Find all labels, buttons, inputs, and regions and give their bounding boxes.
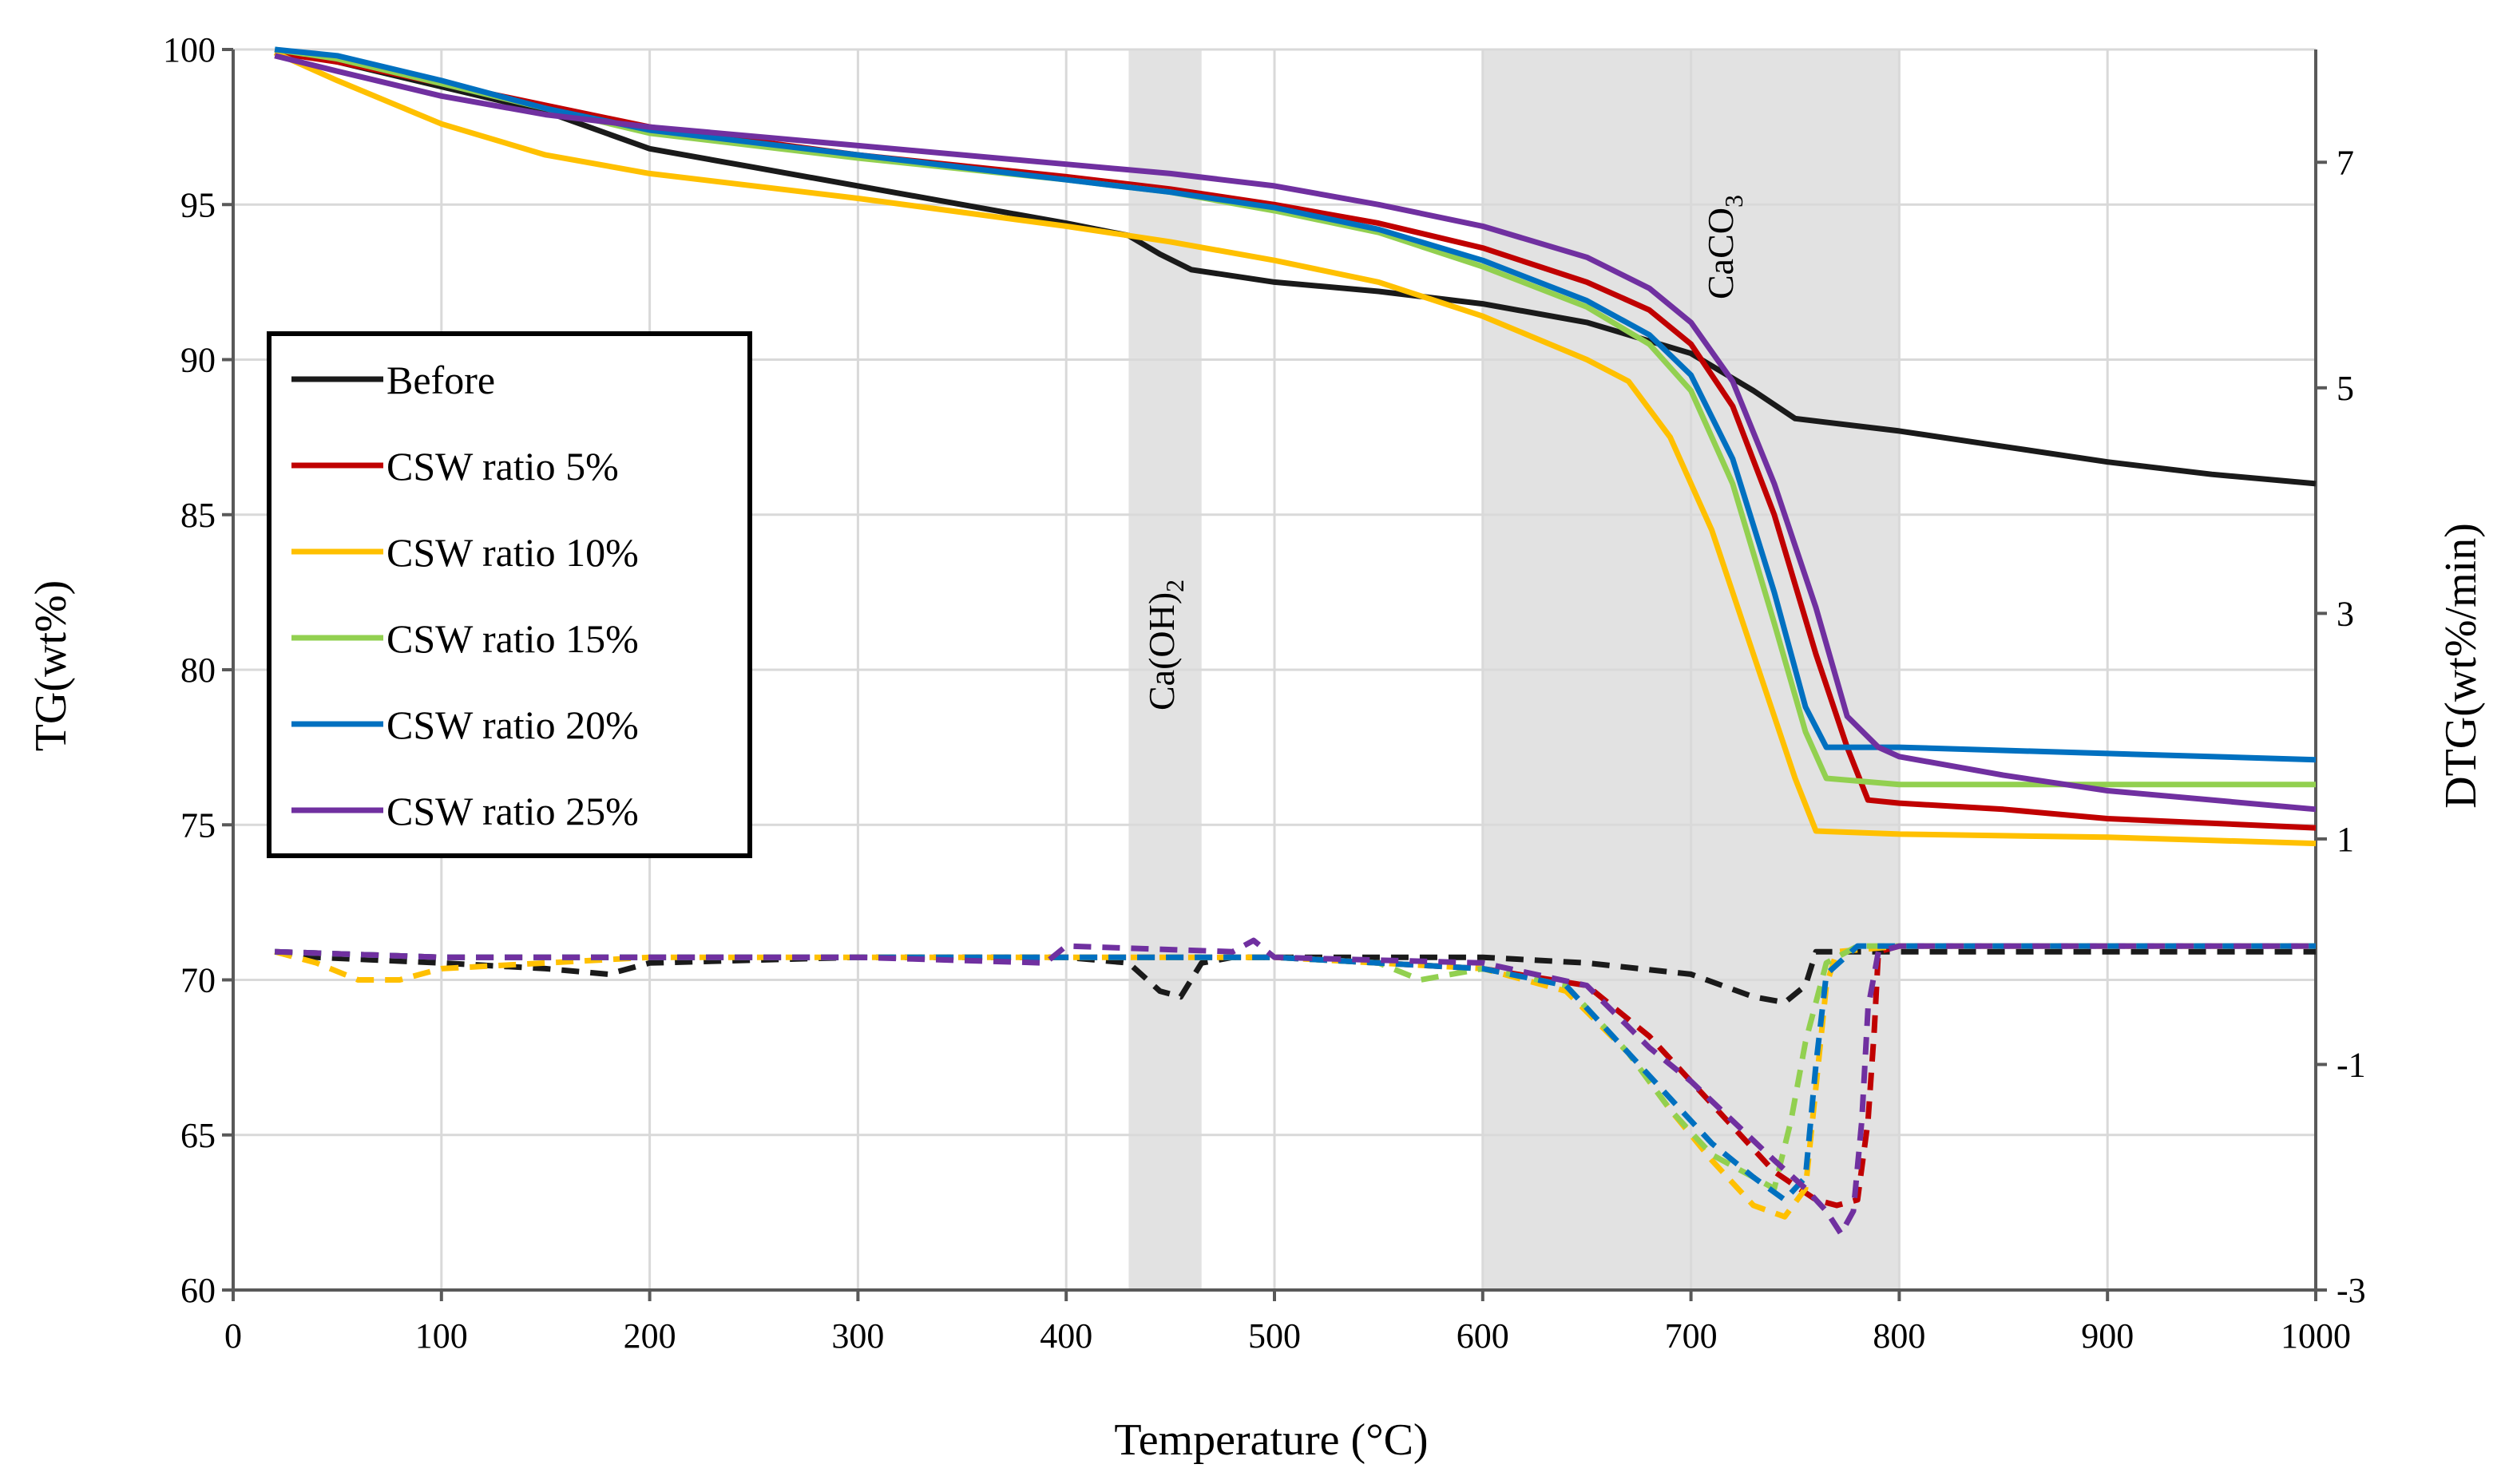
x-tick-label: 100 <box>415 1316 468 1355</box>
x-tick-label: 300 <box>831 1316 884 1355</box>
y-tick-label: 85 <box>180 496 216 535</box>
tg-line-csw-ratio-10 <box>273 49 2317 847</box>
y2-tick-label: 5 <box>2337 369 2354 408</box>
x-tick-label: 500 <box>1248 1316 1301 1355</box>
band-label-caoh2: Ca(OH)2 <box>1141 580 1189 710</box>
y2-tick-label: -1 <box>2337 1045 2366 1084</box>
legend-box <box>267 331 752 858</box>
legend-label-csw-ratio-25: CSW ratio 25% <box>386 789 639 833</box>
x-tick-label: 900 <box>2081 1316 2134 1355</box>
band-label-caco3-main: CaCO <box>1700 208 1741 299</box>
dtg-line-csw-ratio-15 <box>275 943 2316 1192</box>
tg-series-layer <box>273 46 2317 847</box>
legend-label-csw-ratio-5: CSW ratio 5% <box>386 444 619 489</box>
x-tick-label: 200 <box>624 1316 676 1355</box>
tg-line-csw-ratio-5 <box>274 49 2317 831</box>
band-label-caoh2-main: Ca(OH) <box>1141 592 1182 710</box>
y-tick-label: 95 <box>180 185 216 224</box>
band-label-caoh2-sub: 2 <box>1160 580 1189 592</box>
legend-items: Before CSW ratio 5% CSW ratio 10% CSW ratio… <box>291 358 639 833</box>
y2-tick-label: 7 <box>2337 143 2354 182</box>
dtg-line-csw-ratio-25 <box>275 937 2316 1237</box>
legend-label-csw-ratio-10: CSW ratio 10% <box>386 530 639 575</box>
y-tick-label: 90 <box>180 341 216 380</box>
band-label-caco3-sub: 3 <box>1719 195 1748 208</box>
x-tick-label: 600 <box>1457 1316 1509 1355</box>
x-axis-title: Temperature (°C) <box>1114 1415 1428 1465</box>
y2-tick-label: 3 <box>2337 594 2354 633</box>
tg-line-csw-ratio-25 <box>274 53 2317 813</box>
x-tick-label: 700 <box>1665 1316 1718 1355</box>
y-tick-label: 70 <box>180 961 216 1000</box>
y2-tick-label: -3 <box>2337 1271 2366 1310</box>
y-tick-label: 80 <box>180 651 216 690</box>
x-tick-label: 0 <box>224 1316 242 1355</box>
y2-axis-title: DTG(wt%/min) <box>2436 523 2486 809</box>
x-tick-label: 1000 <box>2281 1316 2351 1355</box>
dtg-series-layer <box>274 937 2316 1237</box>
x-tick-label: 800 <box>1873 1316 1925 1355</box>
x-tick-label: 400 <box>1040 1316 1092 1355</box>
band-label-caco3: CaCO3 <box>1700 195 1748 299</box>
tg-line-before <box>274 46 2317 487</box>
legend-label-before: Before <box>386 358 495 402</box>
legend-label-csw-ratio-15: CSW ratio 15% <box>386 616 639 661</box>
y-axis-title: TG(wt%) <box>26 580 76 752</box>
dtg-line-csw-ratio-10 <box>274 943 2316 1220</box>
tg-line-csw-ratio-20 <box>274 46 2317 763</box>
tick-label-layer: 0 100 200 300 400 500 600 700 800 900 100060657075… <box>163 30 2366 1355</box>
legend: Before CSW ratio 5% CSW ratio 10% CSW ratio… <box>267 331 752 858</box>
y-tick-label: 65 <box>180 1116 216 1155</box>
dtg-line-csw-ratio-5 <box>275 943 2316 1209</box>
y2-tick-label: 1 <box>2337 820 2354 859</box>
dtg-line-csw-ratio-20 <box>275 943 2316 1203</box>
y-tick-label: 60 <box>180 1271 216 1310</box>
legend-label-csw-ratio-20: CSW ratio 20% <box>386 702 639 747</box>
dtg-line-before <box>274 948 2316 1006</box>
y-tick-label: 100 <box>163 30 216 69</box>
y-tick-label: 75 <box>180 805 216 845</box>
